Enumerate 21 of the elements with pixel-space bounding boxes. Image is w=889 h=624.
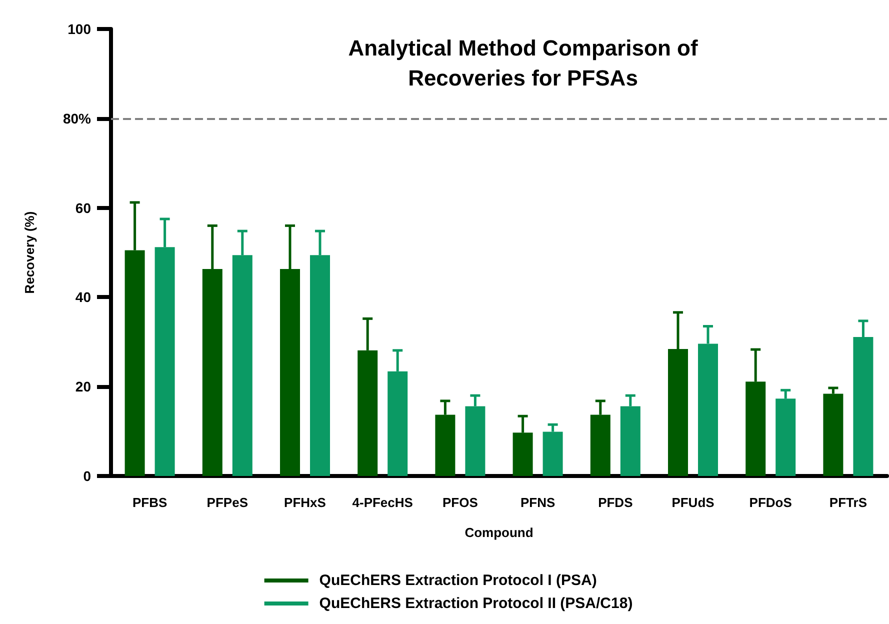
x-tick-label: 4-PFecHS xyxy=(352,495,414,510)
x-tick-label: PFOS xyxy=(442,495,478,510)
x-tick-label: PFDS xyxy=(598,495,634,510)
y-tick-label: 20 xyxy=(75,378,92,395)
x-tick-label: PFHxS xyxy=(284,495,326,510)
x-tick-label: PFPeS xyxy=(206,495,248,510)
y-tick-label: 80% xyxy=(62,110,92,126)
x-tick-label: PFDoS xyxy=(749,495,792,510)
text: Analytical Method Comparison of Recoveries for PFSAs xyxy=(348,36,698,90)
y-tick-label: 40 xyxy=(75,289,92,306)
y-tick-label: 0 xyxy=(83,468,92,484)
legend-label: QuEChERS Extraction Protocol II (PSA/C18) xyxy=(319,595,633,612)
y-tick-label: 60 xyxy=(75,200,92,216)
x-tick-label: PFTrS xyxy=(829,495,868,510)
legend-label: QuEChERS Extraction Protocol I (PSA) xyxy=(319,572,597,589)
x-axis-title: Compound xyxy=(464,525,534,540)
x-tick-label: PFUdS xyxy=(672,495,715,510)
x-tick-label: PFBS xyxy=(132,495,168,510)
y-tick-label: 100 xyxy=(68,21,92,37)
x-tick-label: PFNS xyxy=(520,495,556,510)
y-axis-title: Recovery (%) xyxy=(22,211,37,294)
